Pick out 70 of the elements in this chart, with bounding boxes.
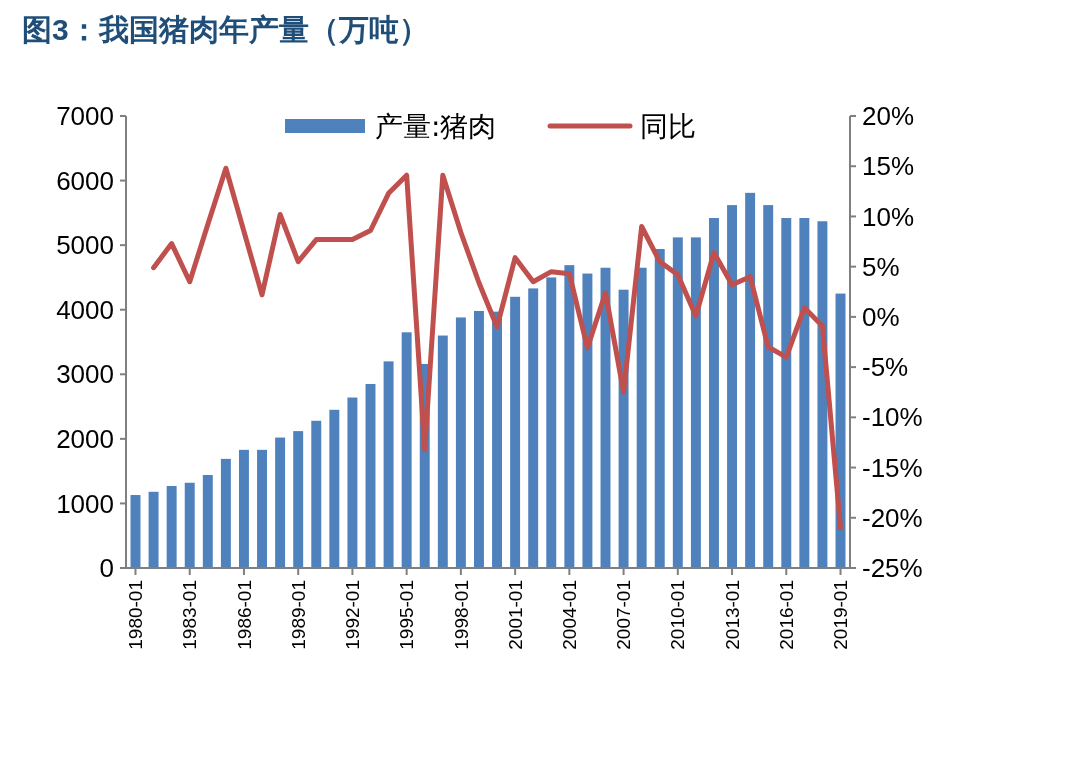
y2-tick-label: 20%: [862, 101, 915, 132]
y2-tick-label: -25%: [862, 553, 923, 584]
x-tick-label: 2016-01: [775, 580, 797, 650]
bar: [817, 221, 828, 568]
y-tick-label: 2000: [56, 423, 114, 454]
x-tick-label: 1992-01: [342, 580, 364, 650]
y2-tick-label: -20%: [862, 502, 923, 533]
bar: [220, 458, 231, 568]
bar: [763, 205, 774, 568]
x-tick-label: 2007-01: [613, 580, 635, 650]
y-tick-label: 5000: [56, 230, 114, 261]
y2-tick-label: 5%: [862, 251, 900, 282]
x-tick-label: 2004-01: [559, 580, 580, 650]
y-tick-label: 1000: [56, 488, 114, 519]
x-tick-label: 2010-01: [667, 580, 689, 650]
bar: [473, 311, 484, 568]
bar: [636, 267, 647, 568]
x-tick-label: 1995-01: [396, 580, 418, 650]
y2-tick-label: 10%: [862, 201, 915, 232]
bar: [365, 383, 376, 568]
y-tick-label: 0: [99, 553, 114, 584]
bar: [275, 437, 286, 568]
bar: [311, 420, 322, 568]
bar: [528, 288, 539, 568]
bar: [672, 237, 683, 568]
bar: [437, 335, 448, 568]
x-tick-label: 2013-01: [721, 580, 743, 650]
bar: [709, 218, 719, 568]
bar: [564, 265, 575, 568]
bar: [455, 317, 466, 568]
bar: [546, 277, 557, 568]
bar: [654, 249, 665, 568]
x-tick-label: 1980-01: [125, 580, 147, 650]
x-tick-label: 1986-01: [233, 580, 255, 650]
y-tick-label: 7000: [56, 101, 114, 132]
y2-tick-label: -5%: [862, 352, 909, 383]
bar: [690, 237, 701, 568]
y-tick-label: 3000: [56, 359, 114, 390]
bar: [582, 273, 593, 568]
bar: [799, 218, 810, 568]
bar: [347, 397, 358, 568]
y-tick-label: 6000: [56, 165, 114, 196]
bar: [401, 332, 412, 568]
chart-title: 图3：我国猪肉年产量（万吨）: [22, 13, 429, 46]
x-tick-label: 2019-01: [830, 580, 852, 650]
y2-tick-label: -10%: [862, 402, 923, 433]
y2-tick-label: 15%: [862, 151, 915, 182]
legend-label: 产量:猪肉: [375, 109, 497, 143]
bar: [293, 431, 304, 568]
bar: [781, 218, 792, 568]
bar: [202, 475, 213, 568]
bar: [383, 361, 394, 568]
bar: [510, 296, 521, 568]
x-tick-label: 2001-01: [504, 580, 526, 650]
y-tick-label: 4000: [56, 294, 114, 325]
bar: [148, 491, 159, 568]
bar: [238, 449, 249, 568]
bar: [166, 485, 177, 568]
y2-tick-label: -15%: [862, 452, 923, 483]
bar: [184, 482, 195, 568]
bar: [727, 205, 738, 568]
bar: [492, 311, 503, 568]
y2-tick-label: 0%: [862, 301, 900, 332]
legend-label: 同比: [640, 109, 696, 143]
bar: [745, 192, 756, 568]
bar: [329, 409, 340, 568]
x-tick-label: 1983-01: [179, 580, 201, 650]
x-tick-label: 1989-01: [287, 580, 309, 650]
x-tick-label: 1998-01: [450, 580, 472, 650]
bar: [257, 449, 267, 568]
